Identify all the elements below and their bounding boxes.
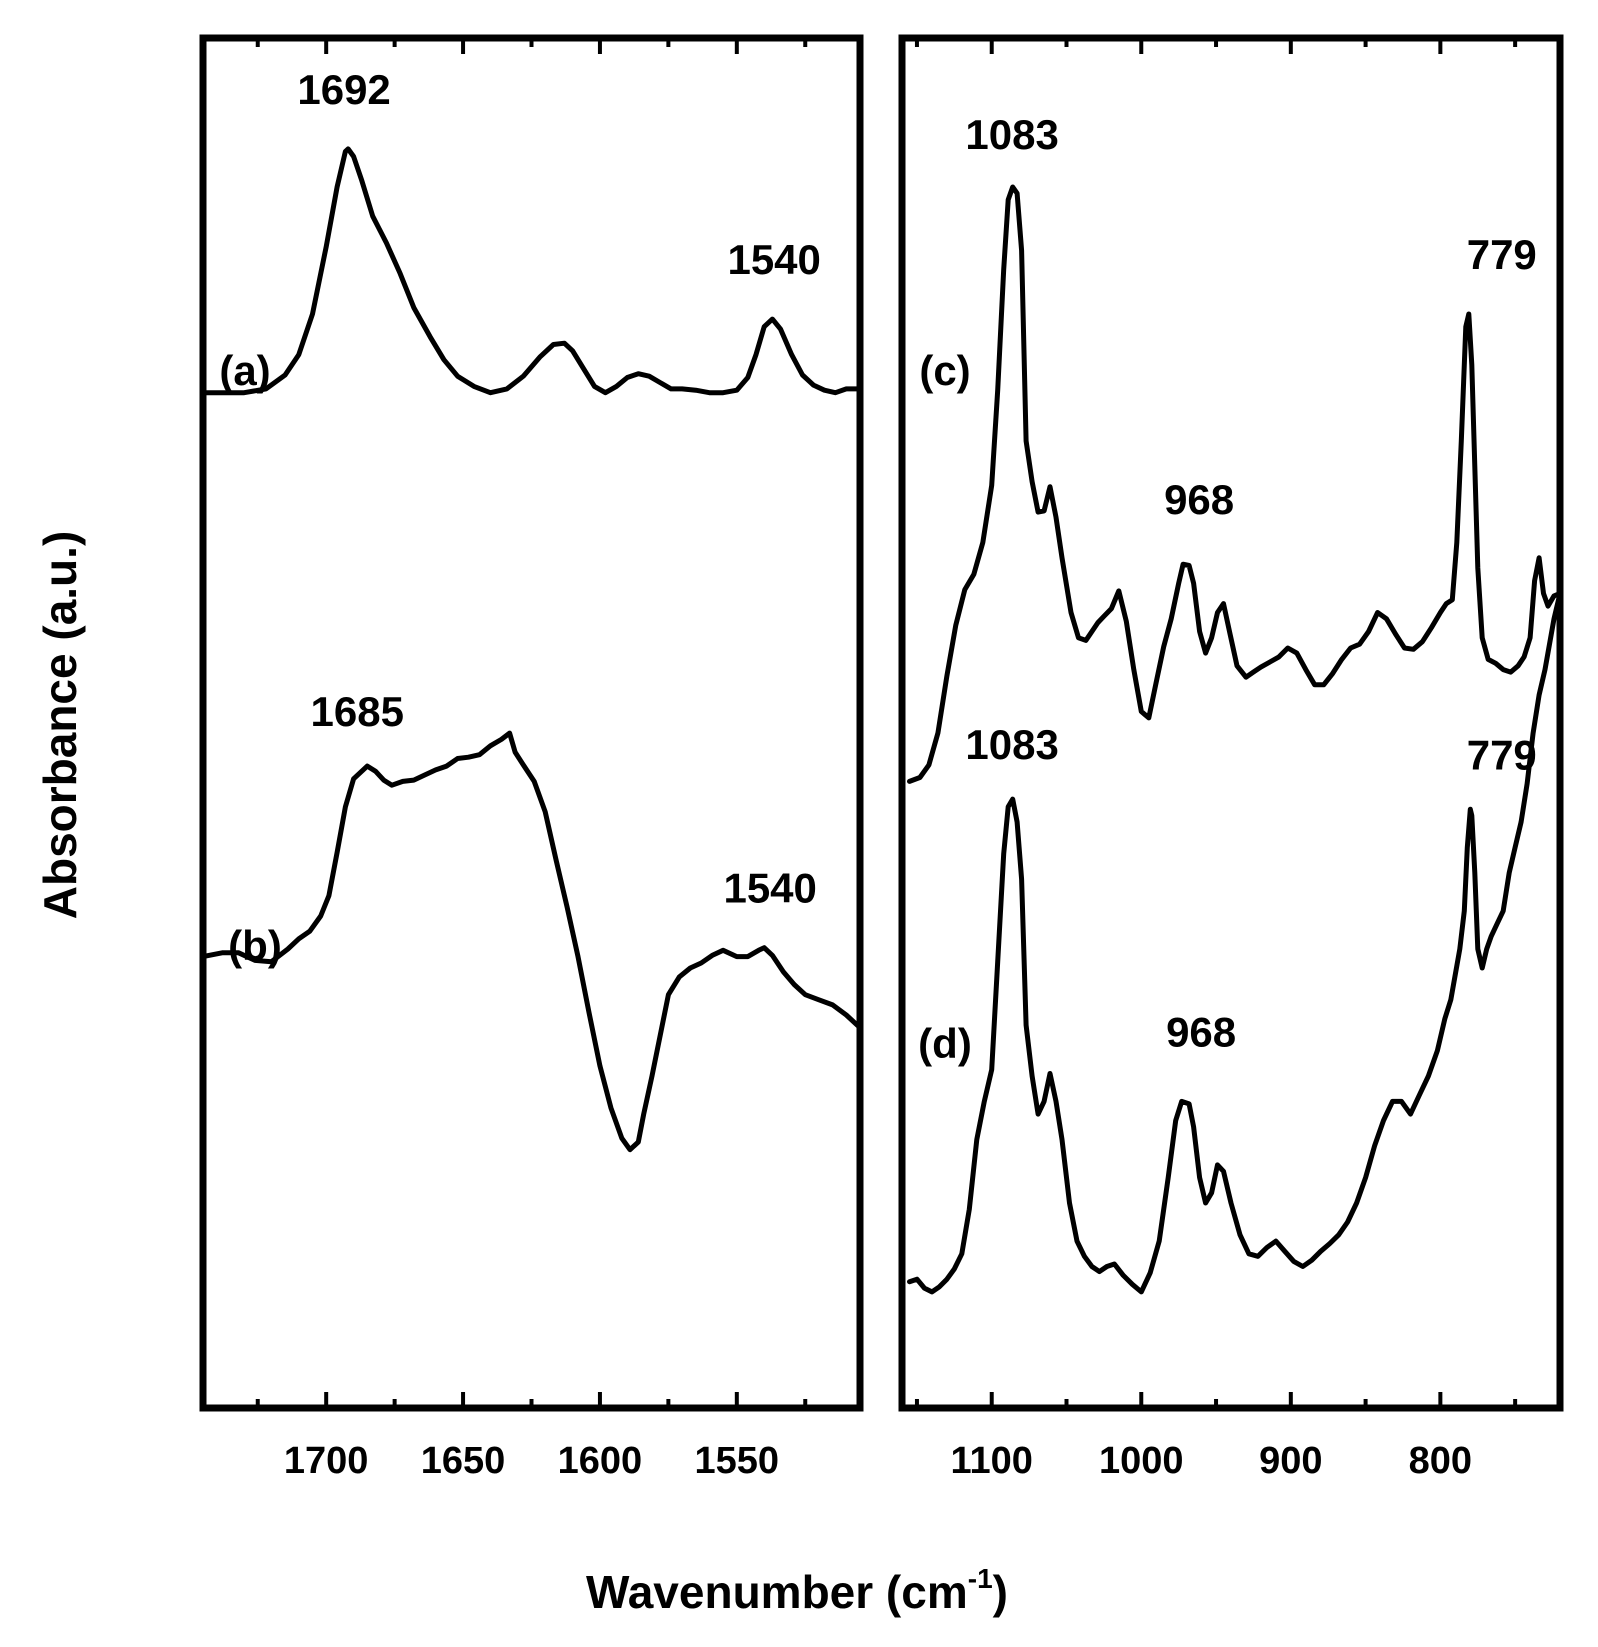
series-line-c <box>907 184 1563 784</box>
x-axis-label: Wavenumber (cm-1) <box>586 1563 1008 1618</box>
peak-annotation: 1083 <box>965 721 1058 768</box>
x-axis-label-superscript: -1 <box>968 1563 993 1594</box>
peak-annotation: 1685 <box>311 688 404 735</box>
x-tick-label: 800 <box>1409 1440 1472 1482</box>
x-tick-label: 1000 <box>1099 1440 1184 1482</box>
series-label-b: (b) <box>228 922 282 969</box>
peak-annotation: 1540 <box>727 236 820 283</box>
series-label-d: (d) <box>918 1020 972 1067</box>
x-axis-label-suffix: ) <box>993 1566 1008 1618</box>
x-tick-label: 900 <box>1259 1440 1322 1482</box>
y-axis-label: Absorbance (a.u.) <box>34 531 86 920</box>
x-tick-label: 1550 <box>695 1440 780 1482</box>
x-tick-label: 1700 <box>284 1440 369 1482</box>
x-tick-label: 1650 <box>421 1440 506 1482</box>
peak-annotation: 1692 <box>297 66 390 113</box>
peak-annotation: 968 <box>1164 476 1234 523</box>
series-line-b <box>200 730 863 1153</box>
peak-annotation: 1083 <box>965 111 1058 158</box>
panel-left: 1700 1650 1600 1550 (a) (b) 1692 1540 1685 1540 <box>199 34 864 1482</box>
x-axis-label-main: Wavenumber (cm <box>586 1566 968 1618</box>
series-label-c: (c) <box>919 347 970 394</box>
peak-annotation: 1540 <box>723 865 816 912</box>
peak-annotation: 779 <box>1467 731 1537 778</box>
x-tick-label: 1600 <box>558 1440 643 1482</box>
peak-annotation: 968 <box>1166 1008 1236 1055</box>
series-line-a <box>200 146 863 396</box>
plot-frame-right <box>898 34 1564 1412</box>
peak-annotation: 779 <box>1467 231 1537 278</box>
series-label-a: (a) <box>219 347 270 394</box>
panel-right: 1100 1000 900 800 (c) (d) 1083 968 779 1083 968 779 <box>898 34 1564 1482</box>
x-tick-label: 1100 <box>951 1440 1033 1482</box>
series-line-d <box>907 590 1563 1295</box>
